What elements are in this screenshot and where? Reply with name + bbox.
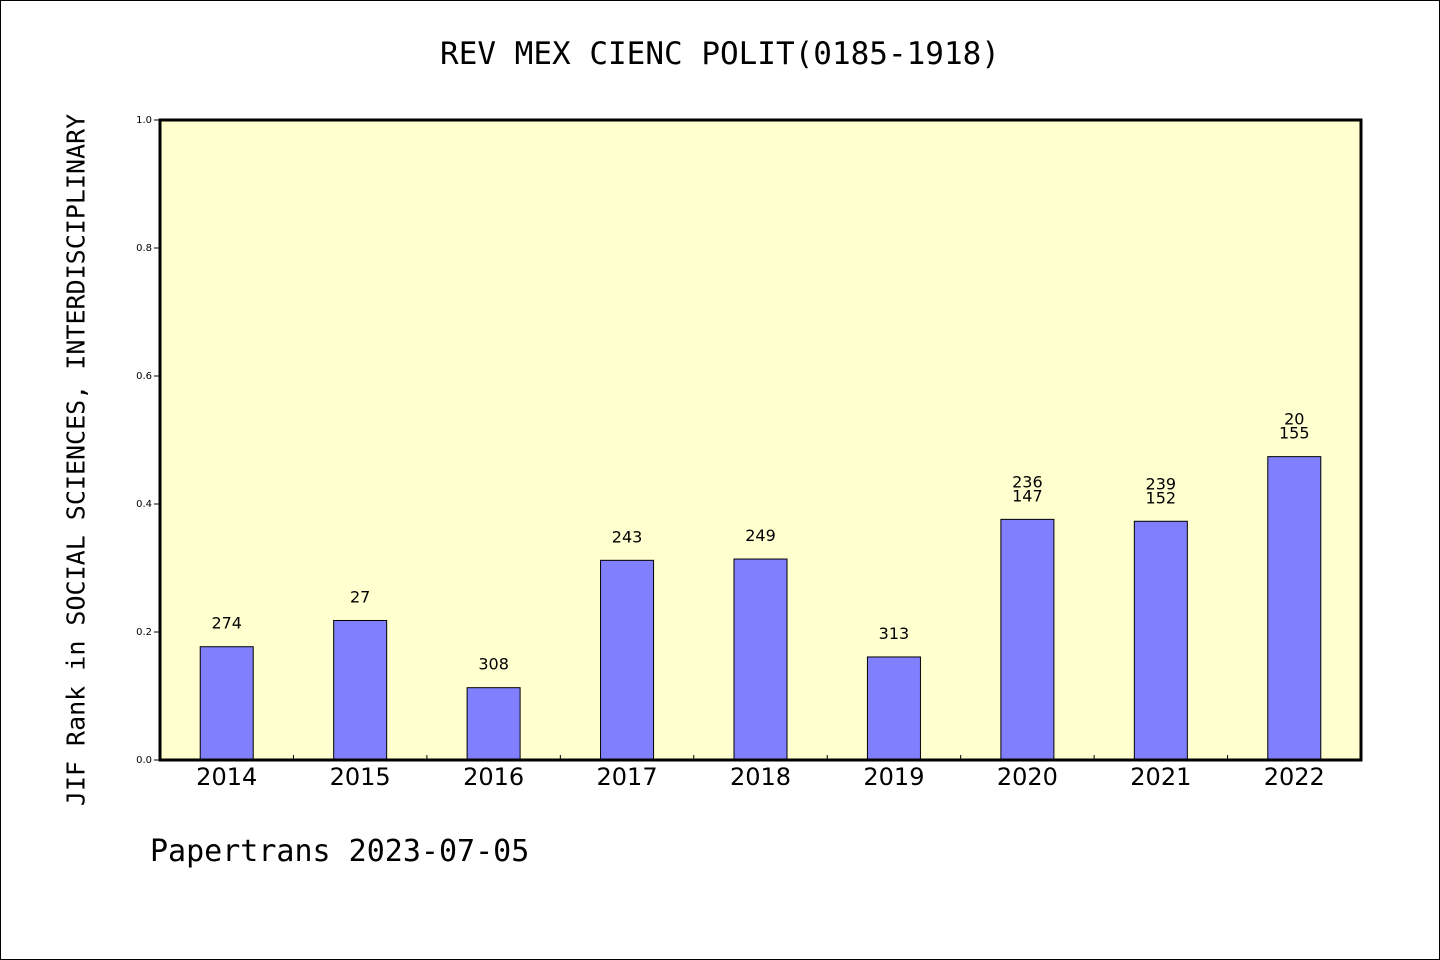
chart-title: REV MEX CIENC POLIT(0185-1918) — [440, 36, 1000, 72]
x-tick-label: 2016 — [463, 763, 524, 791]
data-label: 147 — [1012, 486, 1043, 505]
bar — [466, 687, 521, 761]
y-tick-label: 0.4 — [136, 499, 152, 510]
x-tick-label: 2018 — [730, 763, 791, 791]
bar — [1267, 456, 1322, 761]
bar — [600, 559, 655, 761]
data-label: 236 — [1012, 472, 1043, 491]
x-tick-label: 2022 — [1264, 763, 1325, 791]
y-tick-label: 1.0 — [136, 115, 152, 126]
x-tick-label: 2019 — [863, 763, 924, 791]
data-label: 249 — [745, 526, 776, 545]
bar — [733, 558, 788, 761]
y-tick-label: 0.8 — [136, 243, 152, 254]
data-label: 313 — [879, 624, 910, 643]
data-label: 20 — [1284, 410, 1304, 429]
data-label: 27 — [350, 587, 370, 606]
bar — [1133, 520, 1188, 761]
data-label: 274 — [211, 614, 242, 633]
data-label: 155 — [1279, 424, 1310, 443]
x-tick-label: 2014 — [196, 763, 257, 791]
x-tick-label: 2021 — [1130, 763, 1191, 791]
data-label: 239 — [1146, 474, 1177, 493]
bar — [1000, 518, 1055, 761]
data-label: 243 — [612, 527, 643, 546]
x-tick-label: 2020 — [997, 763, 1058, 791]
y-tick-label: 0.2 — [136, 627, 152, 638]
x-tick-label: 2015 — [330, 763, 391, 791]
bar — [199, 646, 254, 761]
data-label: 152 — [1146, 488, 1177, 507]
y-tick-label: 0.6 — [136, 371, 152, 382]
plot-border — [158, 118, 1363, 762]
y-tick-label: 0.0 — [136, 755, 152, 766]
bar — [333, 619, 388, 761]
bar — [866, 656, 921, 761]
x-tick-label: 2017 — [597, 763, 658, 791]
data-label: 308 — [478, 655, 509, 674]
footer-credit: Papertrans 2023-07-05 — [150, 834, 530, 869]
